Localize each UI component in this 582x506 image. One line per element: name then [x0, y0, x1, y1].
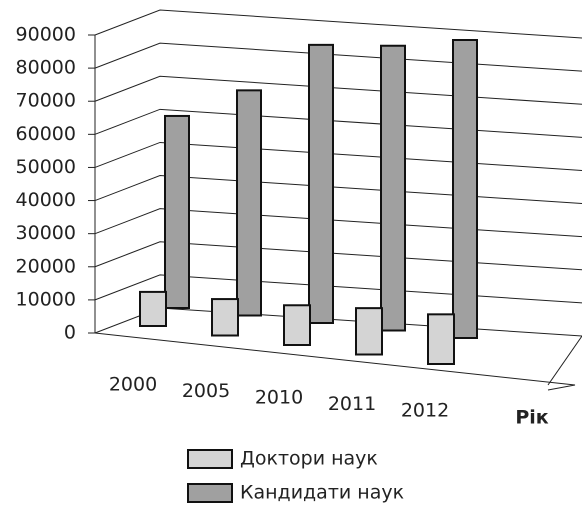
- x-tick-label: 2000: [109, 374, 157, 396]
- bar: [164, 114, 190, 310]
- grid-line: [94, 75, 582, 105]
- bar: [355, 307, 383, 356]
- bar: [211, 298, 239, 337]
- grid-line: [94, 141, 582, 171]
- x-axis-label: Рік: [515, 407, 548, 429]
- y-tick-label: 70000: [16, 90, 76, 112]
- bar: [380, 44, 406, 332]
- x-tick-label: 2005: [182, 380, 230, 402]
- y-tick-label: 10000: [16, 288, 76, 310]
- bar: [236, 89, 262, 317]
- grid-line: [94, 108, 582, 138]
- y-tick-label: 60000: [16, 123, 76, 145]
- x-tick-label: 2012: [401, 400, 449, 422]
- x-tick-label: 2010: [255, 387, 303, 409]
- x-tick-label: 2011: [328, 393, 376, 415]
- bar: [308, 43, 334, 324]
- floor-edge: [94, 332, 576, 391]
- bar: [283, 304, 311, 346]
- legend-swatch: [187, 449, 233, 469]
- bar: [139, 290, 167, 328]
- bar: [452, 39, 478, 339]
- y-tick-label: 0: [64, 322, 76, 344]
- y-tick-label: 30000: [16, 222, 76, 244]
- y-tick-label: 20000: [16, 255, 76, 277]
- grid-line: [94, 175, 582, 205]
- legend-label: Доктори наук: [240, 448, 378, 470]
- y-tick-label: 80000: [16, 57, 76, 79]
- y-tick-label: 50000: [16, 156, 76, 178]
- grid-line: [94, 208, 582, 238]
- grid-line: [94, 42, 582, 72]
- legend-swatch: [187, 483, 233, 503]
- grid-line: [94, 241, 582, 271]
- grid-line: [94, 307, 582, 337]
- floor-edge-right: [547, 335, 582, 386]
- grid-line: [94, 9, 582, 39]
- legend-label: Кандидати наук: [240, 482, 404, 504]
- bar: [427, 313, 455, 366]
- y-tick-label: 90000: [16, 24, 76, 46]
- grid-line: [94, 274, 582, 304]
- y-tick-label: 40000: [16, 189, 76, 211]
